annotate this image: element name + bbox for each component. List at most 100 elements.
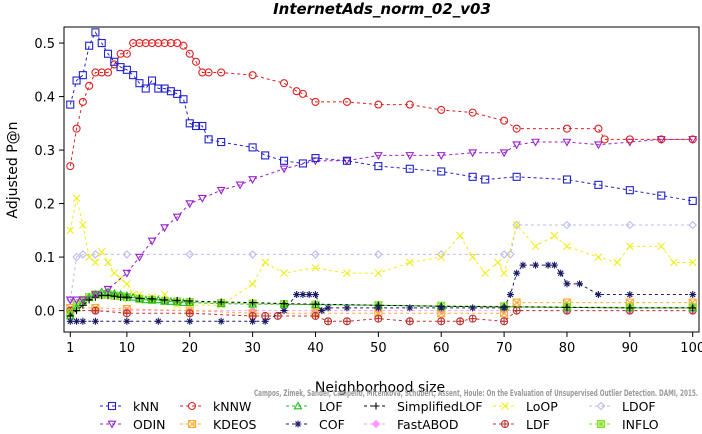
data-point: [248, 299, 258, 308]
data-point: [135, 294, 143, 302]
data-point: [562, 220, 572, 230]
legend-label: LDF: [526, 417, 550, 432]
data-point: [216, 186, 226, 195]
data-point: [562, 175, 572, 184]
data-point: [512, 141, 522, 150]
data-point: [324, 317, 333, 326]
data-point: [512, 306, 521, 315]
series-line-loop: [69, 198, 693, 306]
data-point: [468, 108, 477, 117]
data-point: [456, 317, 465, 326]
data-point: [141, 295, 151, 304]
legend-marker: [294, 420, 302, 428]
data-point: [531, 138, 540, 147]
legend-item-cof: COF: [286, 417, 345, 432]
data-point: [512, 172, 521, 181]
data-point: [147, 237, 157, 246]
series-layer: [65, 28, 698, 326]
x-tick-label: 30: [244, 341, 261, 356]
data-point: [311, 311, 320, 320]
data-point: [91, 291, 100, 300]
data-point: [72, 76, 81, 85]
data-point: [373, 152, 383, 161]
data-point: [160, 39, 169, 48]
data-point: [550, 231, 559, 240]
series-knnw: [66, 39, 697, 171]
data-point: [405, 258, 414, 267]
data-point: [576, 280, 584, 288]
legend-item-simplifiedlof: SimplifiedLOF: [364, 399, 483, 414]
data-point: [161, 296, 169, 304]
data-point: [280, 269, 288, 278]
data-point: [436, 152, 446, 161]
data-point: [78, 250, 88, 259]
data-point: [204, 135, 213, 144]
data-point: [657, 191, 666, 200]
x-tick-label: 90: [622, 341, 639, 356]
legend-label: KDEOS: [213, 417, 257, 432]
data-point: [185, 250, 195, 259]
data-point: [66, 162, 75, 171]
data-point: [160, 296, 170, 305]
x-axis-label: Neighborhood size: [315, 380, 445, 396]
data-point: [499, 250, 509, 259]
data-point: [91, 28, 100, 37]
data-point: [160, 290, 169, 299]
data-point: [436, 250, 446, 259]
legend-label: LDOF: [622, 399, 656, 414]
data-point: [688, 258, 697, 267]
data-point: [66, 317, 74, 325]
data-point: [343, 269, 351, 278]
data-point: [532, 261, 540, 269]
data-point: [481, 175, 490, 184]
x-tick-label: 1: [66, 341, 74, 356]
data-point: [500, 116, 509, 125]
data-point: [110, 57, 119, 66]
data-point: [73, 307, 81, 315]
x-tick-label: 10: [119, 341, 136, 356]
data-point: [298, 89, 307, 98]
data-point: [110, 269, 119, 278]
data-point: [374, 314, 383, 323]
data-point: [512, 220, 521, 230]
data-point: [103, 49, 113, 58]
data-point: [198, 121, 207, 131]
data-point: [594, 124, 603, 133]
data-point: [342, 156, 351, 165]
legend-marker: [107, 420, 117, 429]
data-point: [305, 291, 313, 299]
data-point: [147, 295, 157, 304]
data-point: [116, 49, 125, 58]
plot-frame: [63, 26, 700, 333]
data-point: [563, 303, 571, 311]
data-point: [128, 292, 138, 301]
data-point: [563, 242, 571, 251]
series-line-ldof: [69, 224, 693, 300]
x-tick-label: 20: [181, 341, 198, 356]
data-point: [147, 39, 157, 48]
data-point: [122, 65, 131, 74]
legend-marker: [293, 401, 303, 410]
data-point: [562, 138, 572, 147]
data-point: [625, 242, 634, 251]
data-point: [191, 57, 201, 66]
data-point: [293, 291, 301, 299]
data-point: [72, 124, 81, 133]
data-point: [279, 165, 289, 174]
data-point: [342, 97, 351, 106]
data-point: [562, 124, 572, 133]
data-point: [217, 298, 225, 306]
data-point: [173, 89, 182, 98]
data-point: [217, 137, 226, 147]
data-point: [279, 79, 289, 88]
data-point: [248, 279, 257, 288]
data-point: [544, 261, 552, 269]
data-point: [185, 119, 194, 128]
data-point: [688, 196, 697, 205]
data-point: [405, 164, 414, 173]
data-point: [248, 250, 257, 259]
data-point: [280, 300, 288, 308]
data-point: [66, 100, 75, 109]
data-point: [600, 135, 609, 144]
